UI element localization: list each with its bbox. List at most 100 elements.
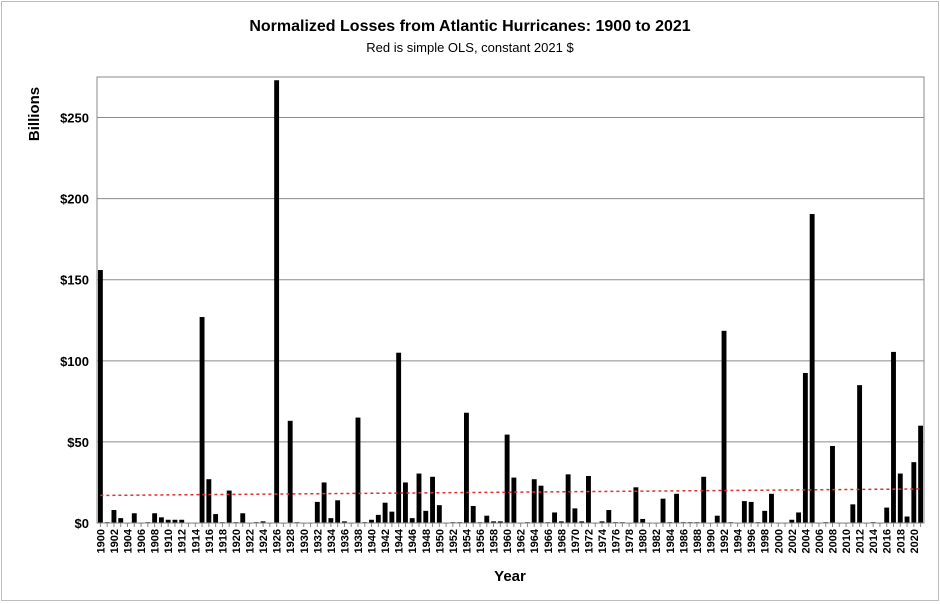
x-tick-label: 1950 bbox=[434, 529, 446, 553]
x-tick-label: 1928 bbox=[285, 529, 297, 553]
x-tick-label: 1902 bbox=[109, 529, 121, 553]
bar-1974 bbox=[599, 521, 605, 523]
x-tick-label: 2006 bbox=[814, 529, 826, 553]
bar-1964 bbox=[531, 479, 537, 523]
bar-1915 bbox=[199, 317, 205, 523]
bar-1943 bbox=[389, 511, 395, 523]
bar-1916 bbox=[206, 479, 212, 523]
bar-1972 bbox=[586, 475, 591, 523]
bar-1965 bbox=[538, 485, 544, 523]
x-tick-label: 1954 bbox=[461, 528, 473, 553]
x-tick-label: 1900 bbox=[95, 529, 107, 553]
bar-1999 bbox=[769, 493, 774, 523]
x-tick-label: 1908 bbox=[150, 529, 162, 553]
bar-1989 bbox=[701, 476, 707, 523]
bar-1961 bbox=[511, 477, 517, 523]
x-tick-label: 2012 bbox=[855, 529, 867, 553]
x-tick-label: 1922 bbox=[245, 529, 257, 553]
bar-2011 bbox=[850, 504, 856, 523]
bar-1967 bbox=[552, 512, 558, 523]
bar-1932 bbox=[314, 501, 320, 523]
x-tick-label: 1966 bbox=[543, 529, 555, 553]
bar-1924 bbox=[260, 521, 266, 523]
bars bbox=[97, 80, 924, 524]
x-tick-label: 1936 bbox=[339, 529, 351, 553]
x-tick-label: 1998 bbox=[760, 529, 772, 553]
x-tick-label: 1996 bbox=[746, 529, 758, 553]
x-tick-label: 1962 bbox=[516, 529, 528, 553]
bar-1960 bbox=[504, 434, 510, 523]
bar-1912 bbox=[179, 519, 185, 523]
x-tick-label: 1944 bbox=[394, 528, 406, 553]
bar-1909 bbox=[158, 517, 164, 523]
x-tick-label: 1930 bbox=[299, 529, 311, 553]
bar-2008 bbox=[830, 445, 835, 523]
x-tick-label: 1904 bbox=[123, 528, 135, 553]
bar-1979 bbox=[633, 487, 639, 523]
x-tick-label: 1946 bbox=[407, 529, 419, 553]
x-tick-label: 1932 bbox=[312, 529, 324, 553]
x-tick-label: 1972 bbox=[583, 529, 595, 553]
x-tick-label: 1906 bbox=[136, 529, 148, 553]
y-tick-label: $250 bbox=[60, 111, 89, 126]
y-tick-label: $200 bbox=[60, 192, 89, 207]
bar-1926 bbox=[274, 80, 280, 523]
bar-2021 bbox=[918, 425, 924, 523]
bar-1928 bbox=[287, 420, 293, 523]
bar-1985 bbox=[674, 493, 680, 523]
x-tick-label: 1988 bbox=[692, 529, 704, 553]
x-tick-label: 1948 bbox=[421, 529, 433, 553]
bar-1992 bbox=[721, 330, 727, 523]
y-axis-label: Billions bbox=[26, 87, 43, 141]
x-tick-label: 1980 bbox=[638, 529, 650, 553]
bar-1910 bbox=[165, 519, 171, 523]
bar-1905 bbox=[131, 513, 137, 523]
bar-1968 bbox=[558, 521, 564, 523]
bar-1900 bbox=[97, 269, 103, 523]
x-tick-label: 2000 bbox=[773, 529, 785, 553]
x-axis-label: Year bbox=[494, 568, 526, 585]
bar-2003 bbox=[796, 512, 802, 523]
bar-1945 bbox=[402, 482, 408, 523]
x-tick-label: 1952 bbox=[448, 529, 460, 553]
x-ticks: 1900 1902 1904 1906 1908 1910 1912 1914 1916 1918… bbox=[95, 523, 922, 553]
bar-1954 bbox=[463, 412, 469, 523]
x-tick-label: 1914 bbox=[190, 528, 202, 553]
bar-1969 bbox=[565, 474, 571, 523]
x-tick-label: 1976 bbox=[611, 529, 623, 553]
x-tick-label: 2008 bbox=[827, 529, 839, 553]
bar-1983 bbox=[660, 498, 666, 523]
x-tick-label: 1920 bbox=[231, 529, 243, 553]
x-tick-label: 1910 bbox=[163, 529, 175, 553]
x-tick-label: 1918 bbox=[217, 529, 229, 553]
bar-1903 bbox=[118, 518, 124, 523]
bar-1938 bbox=[355, 417, 361, 523]
x-tick-label: 1960 bbox=[502, 529, 514, 553]
x-tick-label: 2020 bbox=[909, 529, 921, 553]
x-tick-label: 2014 bbox=[868, 528, 880, 553]
bar-1935 bbox=[335, 500, 341, 523]
x-tick-label: 1942 bbox=[380, 529, 392, 553]
bar-2018 bbox=[897, 473, 903, 523]
x-tick-label: 2004 bbox=[800, 528, 812, 553]
x-tick-label: 1964 bbox=[529, 528, 541, 553]
bar-2016 bbox=[884, 507, 890, 523]
bar-1944 bbox=[396, 352, 402, 523]
bar-1919 bbox=[226, 490, 232, 523]
bar-1948 bbox=[423, 510, 429, 523]
x-tick-label: 1968 bbox=[556, 529, 568, 553]
x-tick-label: 1978 bbox=[624, 529, 636, 553]
x-tick-label: 1974 bbox=[597, 528, 609, 553]
bar-1949 bbox=[430, 476, 435, 523]
x-tick-label: 1926 bbox=[272, 529, 284, 553]
x-tick-label: 1982 bbox=[651, 529, 663, 553]
bar-2012 bbox=[857, 385, 863, 523]
bar-1936 bbox=[341, 521, 347, 523]
bar-1902 bbox=[111, 510, 117, 523]
chart-title: Normalized Losses from Atlantic Hurrican… bbox=[249, 18, 690, 35]
bar-1940 bbox=[369, 519, 374, 523]
x-tick-label: 1958 bbox=[489, 529, 501, 553]
bar-2020 bbox=[911, 462, 917, 523]
